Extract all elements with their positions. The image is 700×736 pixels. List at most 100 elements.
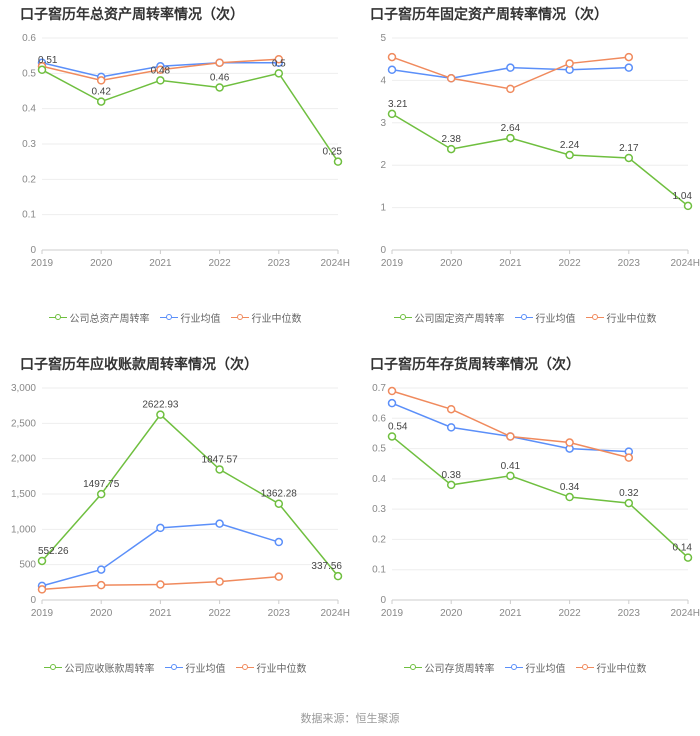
legend-label: 行业均值 <box>181 310 221 325</box>
svg-text:0.1: 0.1 <box>22 210 36 221</box>
svg-text:0.25: 0.25 <box>323 147 343 158</box>
svg-text:2020: 2020 <box>90 258 113 269</box>
svg-text:2022: 2022 <box>208 608 231 619</box>
svg-text:0.14: 0.14 <box>673 543 693 554</box>
legend-item-avg: 行业均值 <box>515 310 576 325</box>
svg-text:337.56: 337.56 <box>311 561 342 572</box>
svg-text:0.38: 0.38 <box>441 470 461 481</box>
panel-receivables: 口子窖历年应收账款周转率情况（次） 05001,0001,5002,0002,5… <box>0 350 350 700</box>
svg-text:2.38: 2.38 <box>441 134 461 145</box>
svg-text:2024H1: 2024H1 <box>320 608 350 619</box>
panel-fixed-asset: 口子窖历年固定资产周转率情况（次） 0123452019202020212022… <box>350 0 700 350</box>
svg-text:0.6: 0.6 <box>22 33 36 44</box>
svg-text:0.4: 0.4 <box>372 474 386 485</box>
svg-text:2019: 2019 <box>381 258 404 269</box>
svg-text:2.64: 2.64 <box>501 123 521 134</box>
panel-total-asset: 口子窖历年总资产周转率情况（次） 00.10.20.30.40.50.62019… <box>0 0 350 350</box>
legend-item-company: 公司存货周转率 <box>404 660 495 675</box>
legend-item-avg: 行业均值 <box>505 660 566 675</box>
chart-total-asset: 00.10.20.30.40.50.6201920202021202220232… <box>0 28 350 308</box>
legend-item-median: 行业中位数 <box>576 660 647 675</box>
chart-grid: 口子窖历年总资产周转率情况（次） 0 0.1 0.2 0.3 0.4 0.5 0.6 2019… <box>0 0 700 700</box>
svg-text:2022: 2022 <box>558 608 581 619</box>
svg-text:2,000: 2,000 <box>11 454 36 465</box>
svg-text:2022: 2022 <box>558 258 581 269</box>
legend-item-median: 行业中位数 <box>231 310 302 325</box>
svg-text:0.46: 0.46 <box>210 72 230 83</box>
svg-text:2: 2 <box>380 160 386 171</box>
svg-text:0.1: 0.1 <box>372 565 386 576</box>
panel-title: 口子窖历年固定资产周转率情况（次） <box>350 4 700 24</box>
svg-text:3,000: 3,000 <box>11 383 36 394</box>
chart-legend: 公司存货周转率 行业均值 行业中位数 <box>350 660 700 675</box>
svg-text:0: 0 <box>380 595 386 606</box>
svg-text:2023: 2023 <box>618 608 641 619</box>
svg-text:0.5: 0.5 <box>372 444 386 455</box>
svg-text:0.32: 0.32 <box>619 488 639 499</box>
svg-text:500: 500 <box>19 560 36 571</box>
legend-item-company: 公司总资产周转率 <box>49 310 150 325</box>
chart-inventory: 00.10.20.30.40.50.60.7201920202021202220… <box>350 378 700 658</box>
svg-text:0.51: 0.51 <box>38 55 58 66</box>
legend-label: 公司存货周转率 <box>425 660 495 675</box>
legend-label: 公司总资产周转率 <box>70 310 150 325</box>
svg-text:2622.93: 2622.93 <box>142 400 179 411</box>
svg-text:2021: 2021 <box>499 258 522 269</box>
svg-text:1362.28: 1362.28 <box>261 489 298 500</box>
legend-item-avg: 行业均值 <box>165 660 226 675</box>
svg-text:3: 3 <box>380 118 386 129</box>
footer-source: 数据来源：恒生聚源 <box>0 700 700 736</box>
svg-text:0.54: 0.54 <box>388 421 408 432</box>
svg-text:1497.75: 1497.75 <box>83 479 120 490</box>
panel-inventory: 口子窖历年存货周转率情况（次） 0 0.1 0.2 0.3 0.4 0.5 0.6 0.7 20… <box>350 350 700 700</box>
svg-text:0.2: 0.2 <box>372 534 386 545</box>
chart-receivables: 05001,0001,5002,0002,5003,00020192020202… <box>0 378 350 658</box>
panel-title: 口子窖历年存货周转率情况（次） <box>350 354 700 374</box>
svg-text:0.41: 0.41 <box>501 461 521 472</box>
svg-text:2024H1: 2024H1 <box>670 258 700 269</box>
legend-label: 行业中位数 <box>607 310 657 325</box>
svg-text:1: 1 <box>380 203 386 214</box>
chart-legend: 公司固定资产周转率行业均值 行业中位数 <box>350 310 700 325</box>
legend-label: 行业均值 <box>526 660 566 675</box>
chart-legend: 公司应收账款周转率行业均值 行业中位数 <box>0 660 350 675</box>
svg-text:2021: 2021 <box>149 608 172 619</box>
legend-label: 行业中位数 <box>597 660 647 675</box>
legend-label: 行业中位数 <box>252 310 302 325</box>
legend-item-median: 行业中位数 <box>236 660 307 675</box>
svg-text:2021: 2021 <box>149 258 172 269</box>
svg-text:0.6: 0.6 <box>372 413 386 424</box>
svg-text:1,000: 1,000 <box>11 524 36 535</box>
svg-text:2.17: 2.17 <box>619 143 639 154</box>
svg-text:0: 0 <box>380 245 386 256</box>
svg-text:0.34: 0.34 <box>560 482 580 493</box>
svg-text:2019: 2019 <box>31 258 54 269</box>
svg-text:0.48: 0.48 <box>151 65 171 76</box>
svg-text:0.5: 0.5 <box>22 68 36 79</box>
legend-label: 行业中位数 <box>257 660 307 675</box>
legend-label: 公司固定资产周转率 <box>415 310 505 325</box>
svg-text:2021: 2021 <box>499 608 522 619</box>
svg-text:0.3: 0.3 <box>22 139 36 150</box>
svg-text:1.04: 1.04 <box>673 191 693 202</box>
svg-text:0.7: 0.7 <box>372 383 386 394</box>
legend-item-avg: 行业均值 <box>160 310 221 325</box>
svg-text:2020: 2020 <box>440 608 463 619</box>
svg-text:2020: 2020 <box>90 608 113 619</box>
svg-text:2019: 2019 <box>31 608 54 619</box>
svg-text:1847.57: 1847.57 <box>202 454 239 465</box>
legend-item-company: 公司应收账款周转率 <box>44 660 155 675</box>
svg-text:0.3: 0.3 <box>372 504 386 515</box>
svg-text:0.42: 0.42 <box>91 87 111 98</box>
chart-legend: 公司总资产周转率 行业均值 行业中位数 <box>0 310 350 325</box>
svg-text:2.24: 2.24 <box>560 140 580 151</box>
svg-text:2024H1: 2024H1 <box>670 608 700 619</box>
panel-title: 口子窖历年总资产周转率情况（次） <box>0 4 350 24</box>
chart-fixed-asset: 012345201920202021202220232024H13.212.38… <box>350 28 700 308</box>
svg-text:2020: 2020 <box>440 258 463 269</box>
svg-text:0: 0 <box>30 245 36 256</box>
svg-text:0.4: 0.4 <box>22 104 36 115</box>
svg-text:0.5: 0.5 <box>272 58 286 69</box>
legend-item-median: 行业中位数 <box>586 310 657 325</box>
svg-text:2023: 2023 <box>618 258 641 269</box>
